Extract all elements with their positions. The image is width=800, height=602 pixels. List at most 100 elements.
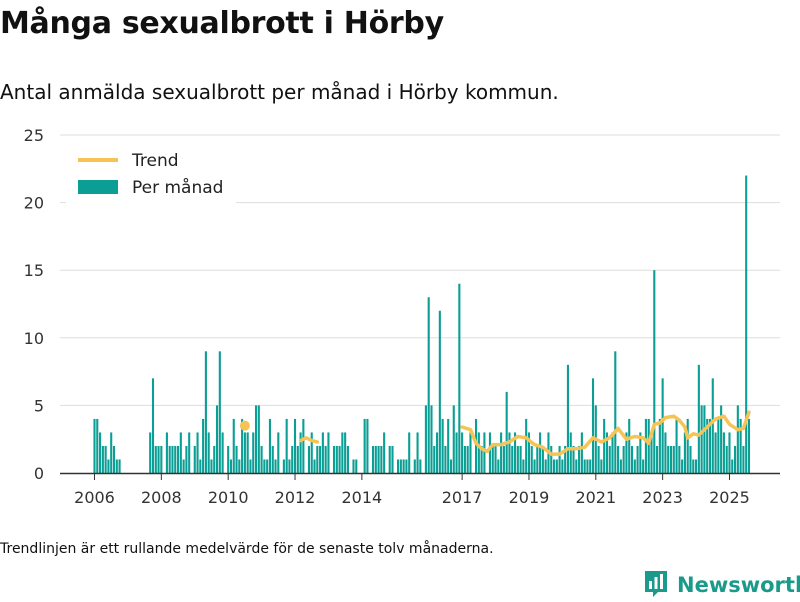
bar — [664, 432, 667, 473]
bar — [391, 445, 394, 473]
bar — [505, 391, 508, 473]
bar — [572, 445, 575, 473]
bar — [302, 418, 305, 473]
bar — [260, 445, 263, 473]
x-tick-label: 2008 — [141, 488, 182, 507]
y-tick-label: 20 — [24, 194, 44, 213]
bar — [722, 432, 725, 473]
bar — [282, 459, 285, 473]
bar — [149, 432, 152, 473]
bar — [636, 445, 639, 473]
bar — [561, 459, 564, 473]
bar — [675, 418, 678, 473]
bar — [703, 405, 706, 473]
bar — [335, 445, 338, 473]
bar — [463, 445, 466, 473]
bar — [157, 445, 160, 473]
bar — [436, 432, 439, 473]
bar — [380, 445, 383, 473]
bar — [522, 459, 525, 473]
bar — [736, 405, 739, 473]
bar — [469, 432, 472, 473]
bar — [578, 445, 581, 473]
bar — [204, 351, 207, 473]
bar — [558, 445, 561, 473]
bar — [296, 445, 299, 473]
footnote: Trendlinjen är ett rullande medelvärde f… — [0, 541, 494, 557]
bar — [555, 459, 558, 473]
bar — [564, 445, 567, 473]
bar — [717, 418, 720, 473]
bar — [299, 432, 302, 473]
bar — [399, 459, 402, 473]
bar — [497, 459, 500, 473]
bar — [747, 418, 751, 473]
bar — [371, 445, 375, 473]
bar — [196, 432, 199, 473]
bar — [118, 459, 121, 473]
bar — [527, 432, 531, 473]
chart-subtitle: Antal anmälda sexualbrott per månad i Hö… — [0, 80, 559, 104]
bar — [202, 418, 205, 473]
bar — [580, 432, 583, 473]
bar — [700, 405, 703, 473]
bar — [692, 459, 695, 473]
bar — [185, 445, 188, 473]
bar — [433, 445, 436, 473]
brand[interactable]: Newsworthy — [643, 568, 800, 602]
bar — [107, 459, 110, 473]
bar — [541, 445, 544, 473]
y-tick-label: 0 — [34, 464, 44, 483]
bar — [182, 459, 185, 473]
bar — [614, 351, 617, 473]
bar — [112, 445, 116, 473]
bar — [424, 405, 427, 473]
bar — [355, 459, 358, 473]
bar — [413, 459, 416, 473]
bar — [229, 459, 233, 473]
bar — [628, 418, 631, 473]
bar — [600, 459, 603, 473]
bar — [711, 378, 714, 473]
bar — [669, 445, 673, 473]
bar — [165, 432, 168, 473]
bar — [374, 445, 377, 473]
bar — [215, 405, 219, 473]
bar — [307, 445, 310, 473]
bar — [332, 445, 336, 473]
bar — [695, 459, 698, 473]
bar — [96, 418, 99, 473]
bar — [288, 459, 291, 473]
x-tick-label: 2023 — [642, 488, 683, 507]
bar — [168, 445, 171, 473]
bar — [285, 418, 288, 473]
bar — [274, 459, 277, 473]
bar — [575, 459, 578, 473]
y-tick-label: 5 — [34, 396, 44, 415]
bar — [363, 418, 366, 473]
bar — [257, 405, 260, 473]
x-axis: 2006 2008 2010 2012 2014 2017 2019 2021 2023 2025 — [60, 472, 780, 507]
bar — [661, 378, 664, 473]
bar — [241, 418, 244, 473]
bar — [511, 445, 514, 473]
x-tick-label: 2019 — [509, 488, 550, 507]
bar — [708, 418, 712, 473]
bar — [502, 445, 505, 473]
bar — [483, 432, 486, 473]
bar — [583, 459, 586, 473]
bar — [650, 432, 653, 473]
bar — [720, 405, 723, 473]
bar — [516, 445, 519, 473]
bar — [327, 432, 330, 473]
bar — [174, 445, 177, 473]
bar — [171, 445, 174, 473]
bar — [444, 445, 447, 473]
x-tick-label: 2021 — [575, 488, 616, 507]
bar — [466, 445, 469, 473]
bar — [706, 418, 709, 473]
bar — [714, 432, 717, 473]
bar — [728, 432, 731, 473]
bar — [263, 459, 266, 473]
bar — [605, 432, 608, 473]
